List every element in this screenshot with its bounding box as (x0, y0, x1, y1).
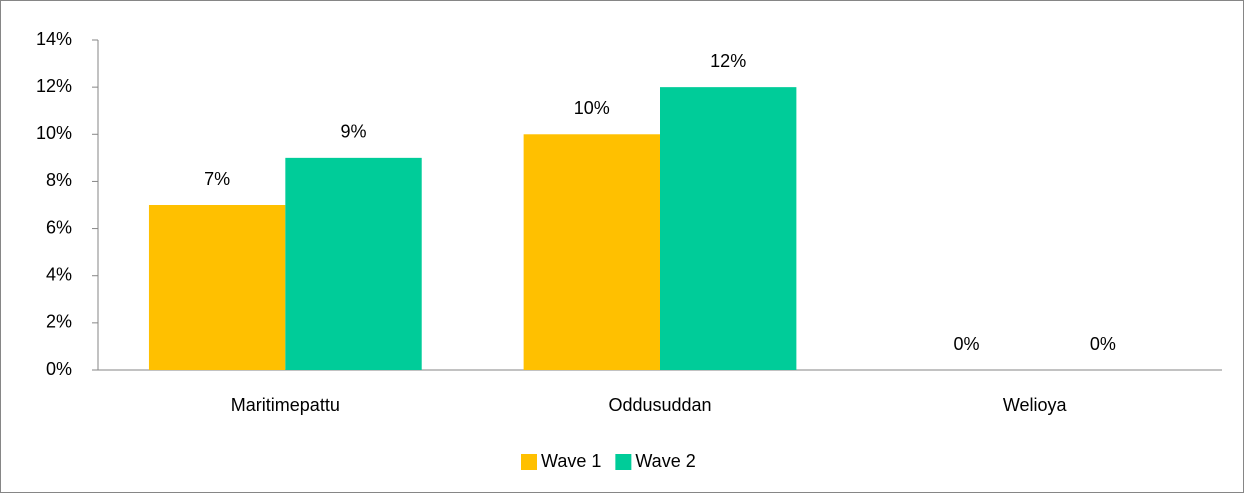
x-tick-label: Welioya (1003, 395, 1068, 415)
data-label: 0% (953, 334, 979, 354)
y-tick-label: 6% (46, 217, 72, 237)
legend-label: Wave 1 (541, 451, 601, 471)
data-label: 0% (1090, 334, 1116, 354)
y-tick-label: 8% (46, 170, 72, 190)
y-tick-label: 0% (46, 359, 72, 379)
data-label: 9% (341, 122, 367, 142)
legend-swatch (521, 454, 537, 470)
y-tick-label: 10% (36, 123, 72, 143)
y-tick-label: 4% (46, 264, 72, 284)
bar (660, 87, 797, 371)
bar (285, 157, 422, 370)
data-label: 7% (204, 169, 230, 189)
data-label: 12% (710, 51, 746, 71)
bar (148, 205, 286, 370)
bar (523, 134, 660, 370)
legend-swatch (615, 454, 632, 470)
y-tick-label: 12% (36, 76, 72, 96)
y-tick-label: 2% (46, 312, 72, 332)
legend-label: Wave 2 (635, 451, 695, 471)
x-tick-label: Maritimepattu (231, 395, 340, 415)
x-tick-label: Oddusuddan (608, 395, 711, 415)
y-tick-label: 14% (36, 29, 72, 49)
data-label: 10% (574, 98, 610, 118)
